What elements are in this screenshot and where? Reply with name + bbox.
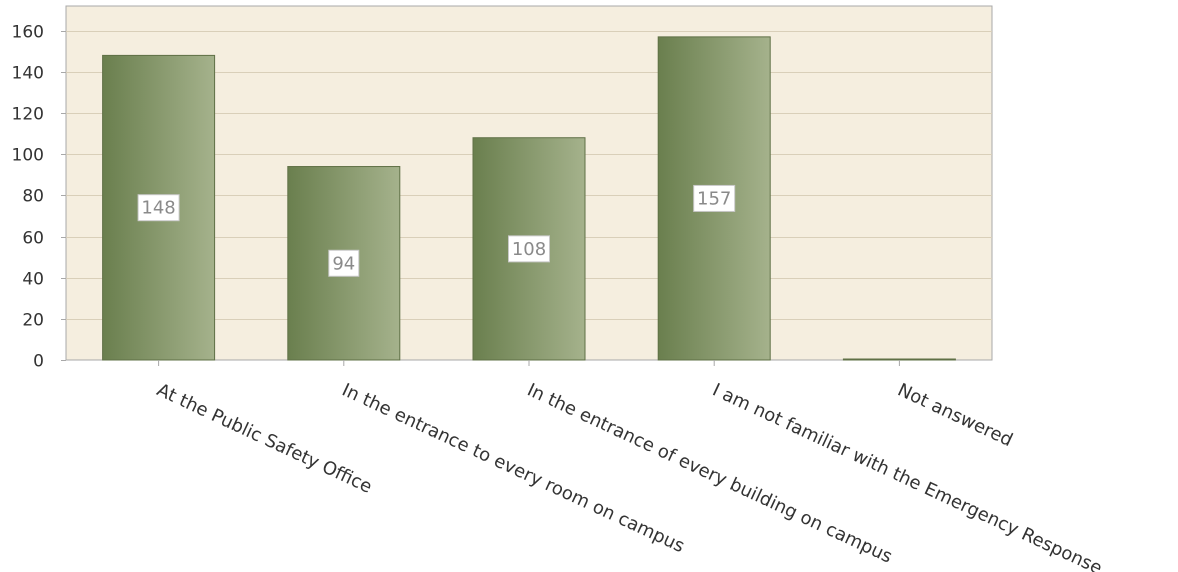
- data-label-box: [693, 184, 736, 212]
- data-labels: 148 94 108 157: [137, 184, 736, 277]
- y-tick-label: 40: [22, 270, 44, 290]
- axes: [158, 360, 900, 366]
- x-category-label: In the entrance of every building on cam…: [524, 379, 895, 567]
- bar: [842, 358, 956, 361]
- data-label: 108: [512, 239, 546, 260]
- data-label: 157: [697, 188, 731, 209]
- y-tick-label: 0: [33, 352, 44, 372]
- x-category-label: In the entrance to every room on campus: [339, 379, 688, 557]
- y-tick-label: 140: [12, 64, 44, 84]
- data-label: 148: [141, 198, 175, 219]
- data-label-box: [328, 249, 360, 277]
- x-category-label: Not answered: [894, 379, 1016, 451]
- y-tick-label: 160: [12, 23, 44, 43]
- data-label: 94: [332, 253, 355, 274]
- data-label-box: [508, 235, 550, 263]
- y-tick-label: 60: [22, 229, 44, 249]
- y-tick-label: 80: [22, 187, 44, 207]
- y-tick-label: 120: [12, 105, 44, 125]
- data-label-box: [137, 194, 180, 222]
- y-tick-label: 20: [22, 311, 44, 331]
- y-tick-label: 100: [12, 146, 44, 166]
- y-tick-labels: 0 20 40 60 80 100 120 140 160: [12, 23, 44, 372]
